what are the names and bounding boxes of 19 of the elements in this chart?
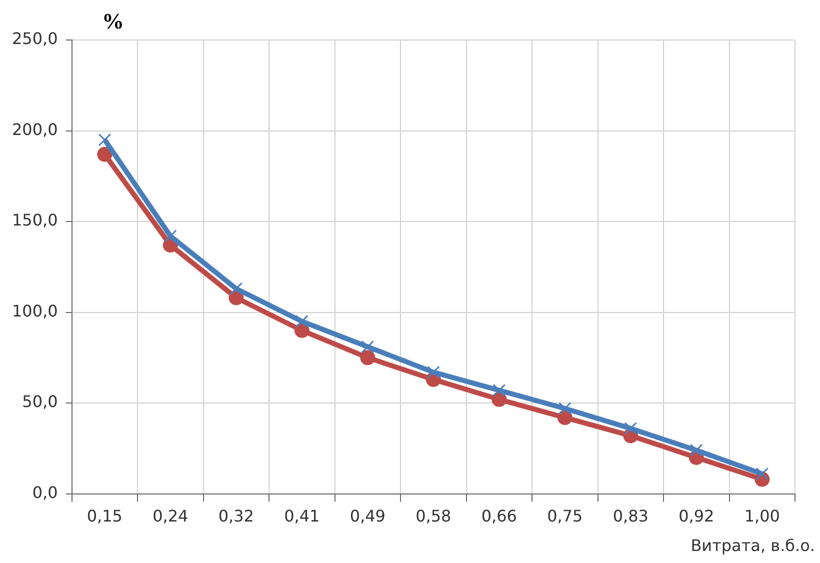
x-tick-label: 0,15: [86, 506, 122, 526]
y-axis-title: %: [102, 8, 124, 34]
y-tick-label: 150,0: [12, 210, 58, 230]
x-tick-label: 0,83: [612, 506, 648, 526]
y-tick-label: 100,0: [12, 301, 58, 320]
y-tick-label: 50,0: [22, 392, 58, 412]
y-tick-label: 250,0: [12, 29, 58, 48]
x-tick-label: 0,66: [481, 506, 517, 526]
x-tick-label: 0,49: [350, 506, 386, 526]
x-tick-label: 0,75: [547, 506, 583, 526]
x-tick-label: 1,00: [744, 506, 780, 526]
x-tick-label: 0,41: [284, 506, 320, 526]
x-axis-title: Витрата, в.б.о.: [690, 536, 815, 556]
y-tick-label: 200,0: [12, 120, 58, 139]
x-tick-label: 0,58: [416, 506, 452, 526]
x-tick-label: 0,92: [678, 506, 714, 526]
y-tick-label: 0,0: [32, 482, 58, 502]
x-tick-label: 0,32: [218, 506, 254, 526]
x-tick-label: 0,24: [152, 506, 188, 526]
